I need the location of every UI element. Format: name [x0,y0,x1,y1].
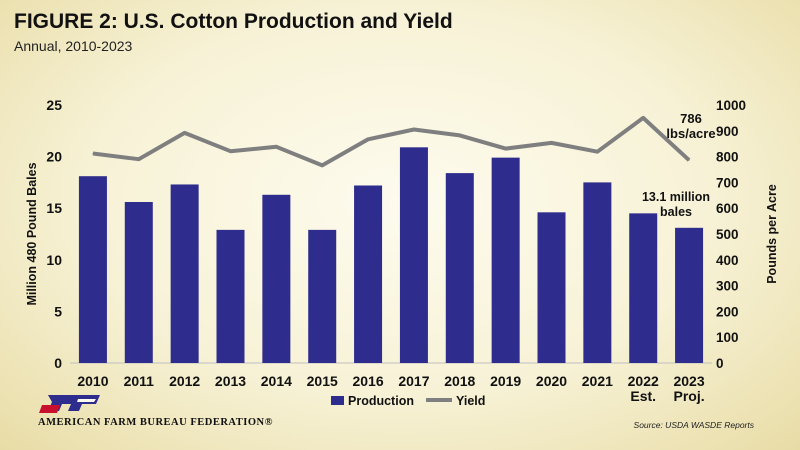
y2-axis-title: Pounds per Acre [765,184,779,284]
production-bar [583,182,612,363]
yield-line [92,115,691,168]
y2-tick-label: 200 [716,304,739,319]
yield-point [184,132,186,134]
yield-annotation: 786 lbs/acre [666,111,715,141]
y2-tick-label: 900 [716,124,739,139]
x-tick-label: 2018 [444,373,475,389]
organization-name: AMERICAN FARM BUREAU FEDERATION® [38,417,273,428]
x-tick-label: 2014 [261,373,292,389]
x-tick-label: 2015 [307,373,338,389]
legend-label-yield: Yield [456,394,485,408]
legend-label-production: Production [348,394,414,408]
yield-point [138,158,140,160]
production-bar [78,176,107,363]
chart-subtitle: Annual, 2010-2023 [14,38,133,54]
yield-point [275,146,277,148]
x-tick-label: 2011 [124,373,155,389]
y2-tick-label: 400 [716,253,739,268]
legend-swatch-production [331,396,344,405]
source-note: Source: USDA WASDE Reports [633,420,754,430]
x-tick-label: 2016 [352,373,383,389]
x-tick-label: 2019 [490,373,521,389]
y2-tick-label: 600 [716,201,739,216]
production-bar [399,147,428,363]
production-bar [629,213,658,363]
y2-tick-label: 100 [716,330,739,345]
x-tick-label: 2021 [582,373,613,389]
production-bar [170,184,199,363]
farm-bureau-logo [38,393,104,420]
production-annotation: 13.1 million bales [642,190,710,219]
production-bar [537,212,566,363]
x-tick-label: 2022 Est. [628,373,659,404]
y2-tick-label: 800 [716,150,739,165]
yield-point [321,164,323,166]
yield-point [459,134,461,136]
y2-tick-label: 500 [716,227,739,242]
x-tick-label: 2010 [77,373,108,389]
y-axis-title: Million 480 Pound Bales [25,162,39,305]
yield-point [413,129,415,131]
yield-point [92,153,94,155]
yield-point [230,150,231,152]
yield-point [551,142,552,144]
production-bar [262,194,291,363]
production-bar [445,173,474,363]
yield-point [596,151,598,153]
y2-tick-label: 0 [716,356,724,371]
y-tick-label: 15 [46,200,62,216]
production-bar [491,157,520,363]
y-tick-label: 20 [46,149,62,165]
x-tick-label: 2017 [398,373,429,389]
production-bar [124,202,153,363]
y-tick-label: 25 [46,97,62,113]
production-bar [675,227,704,363]
y-tick-label: 0 [54,355,62,371]
x-tick-label: 2023 Proj. [673,373,704,404]
yield-point [688,159,690,161]
x-tick-label: 2012 [169,373,200,389]
yield-point [367,138,369,140]
x-tick-label: 2020 [536,373,567,389]
production-bar [354,185,383,363]
x-tick-label: 2013 [215,373,246,389]
y2-tick-label: 1000 [716,98,746,113]
y-tick-label: 5 [54,303,62,319]
chart-title: FIGURE 2: U.S. Cotton Production and Yie… [14,10,453,33]
production-bar [216,229,245,363]
y2-tick-label: 700 [716,175,739,190]
production-bar [308,229,337,363]
yield-point [642,117,644,119]
y-tick-label: 10 [46,252,62,268]
yield-point [505,148,507,150]
y2-tick-label: 300 [716,279,739,294]
